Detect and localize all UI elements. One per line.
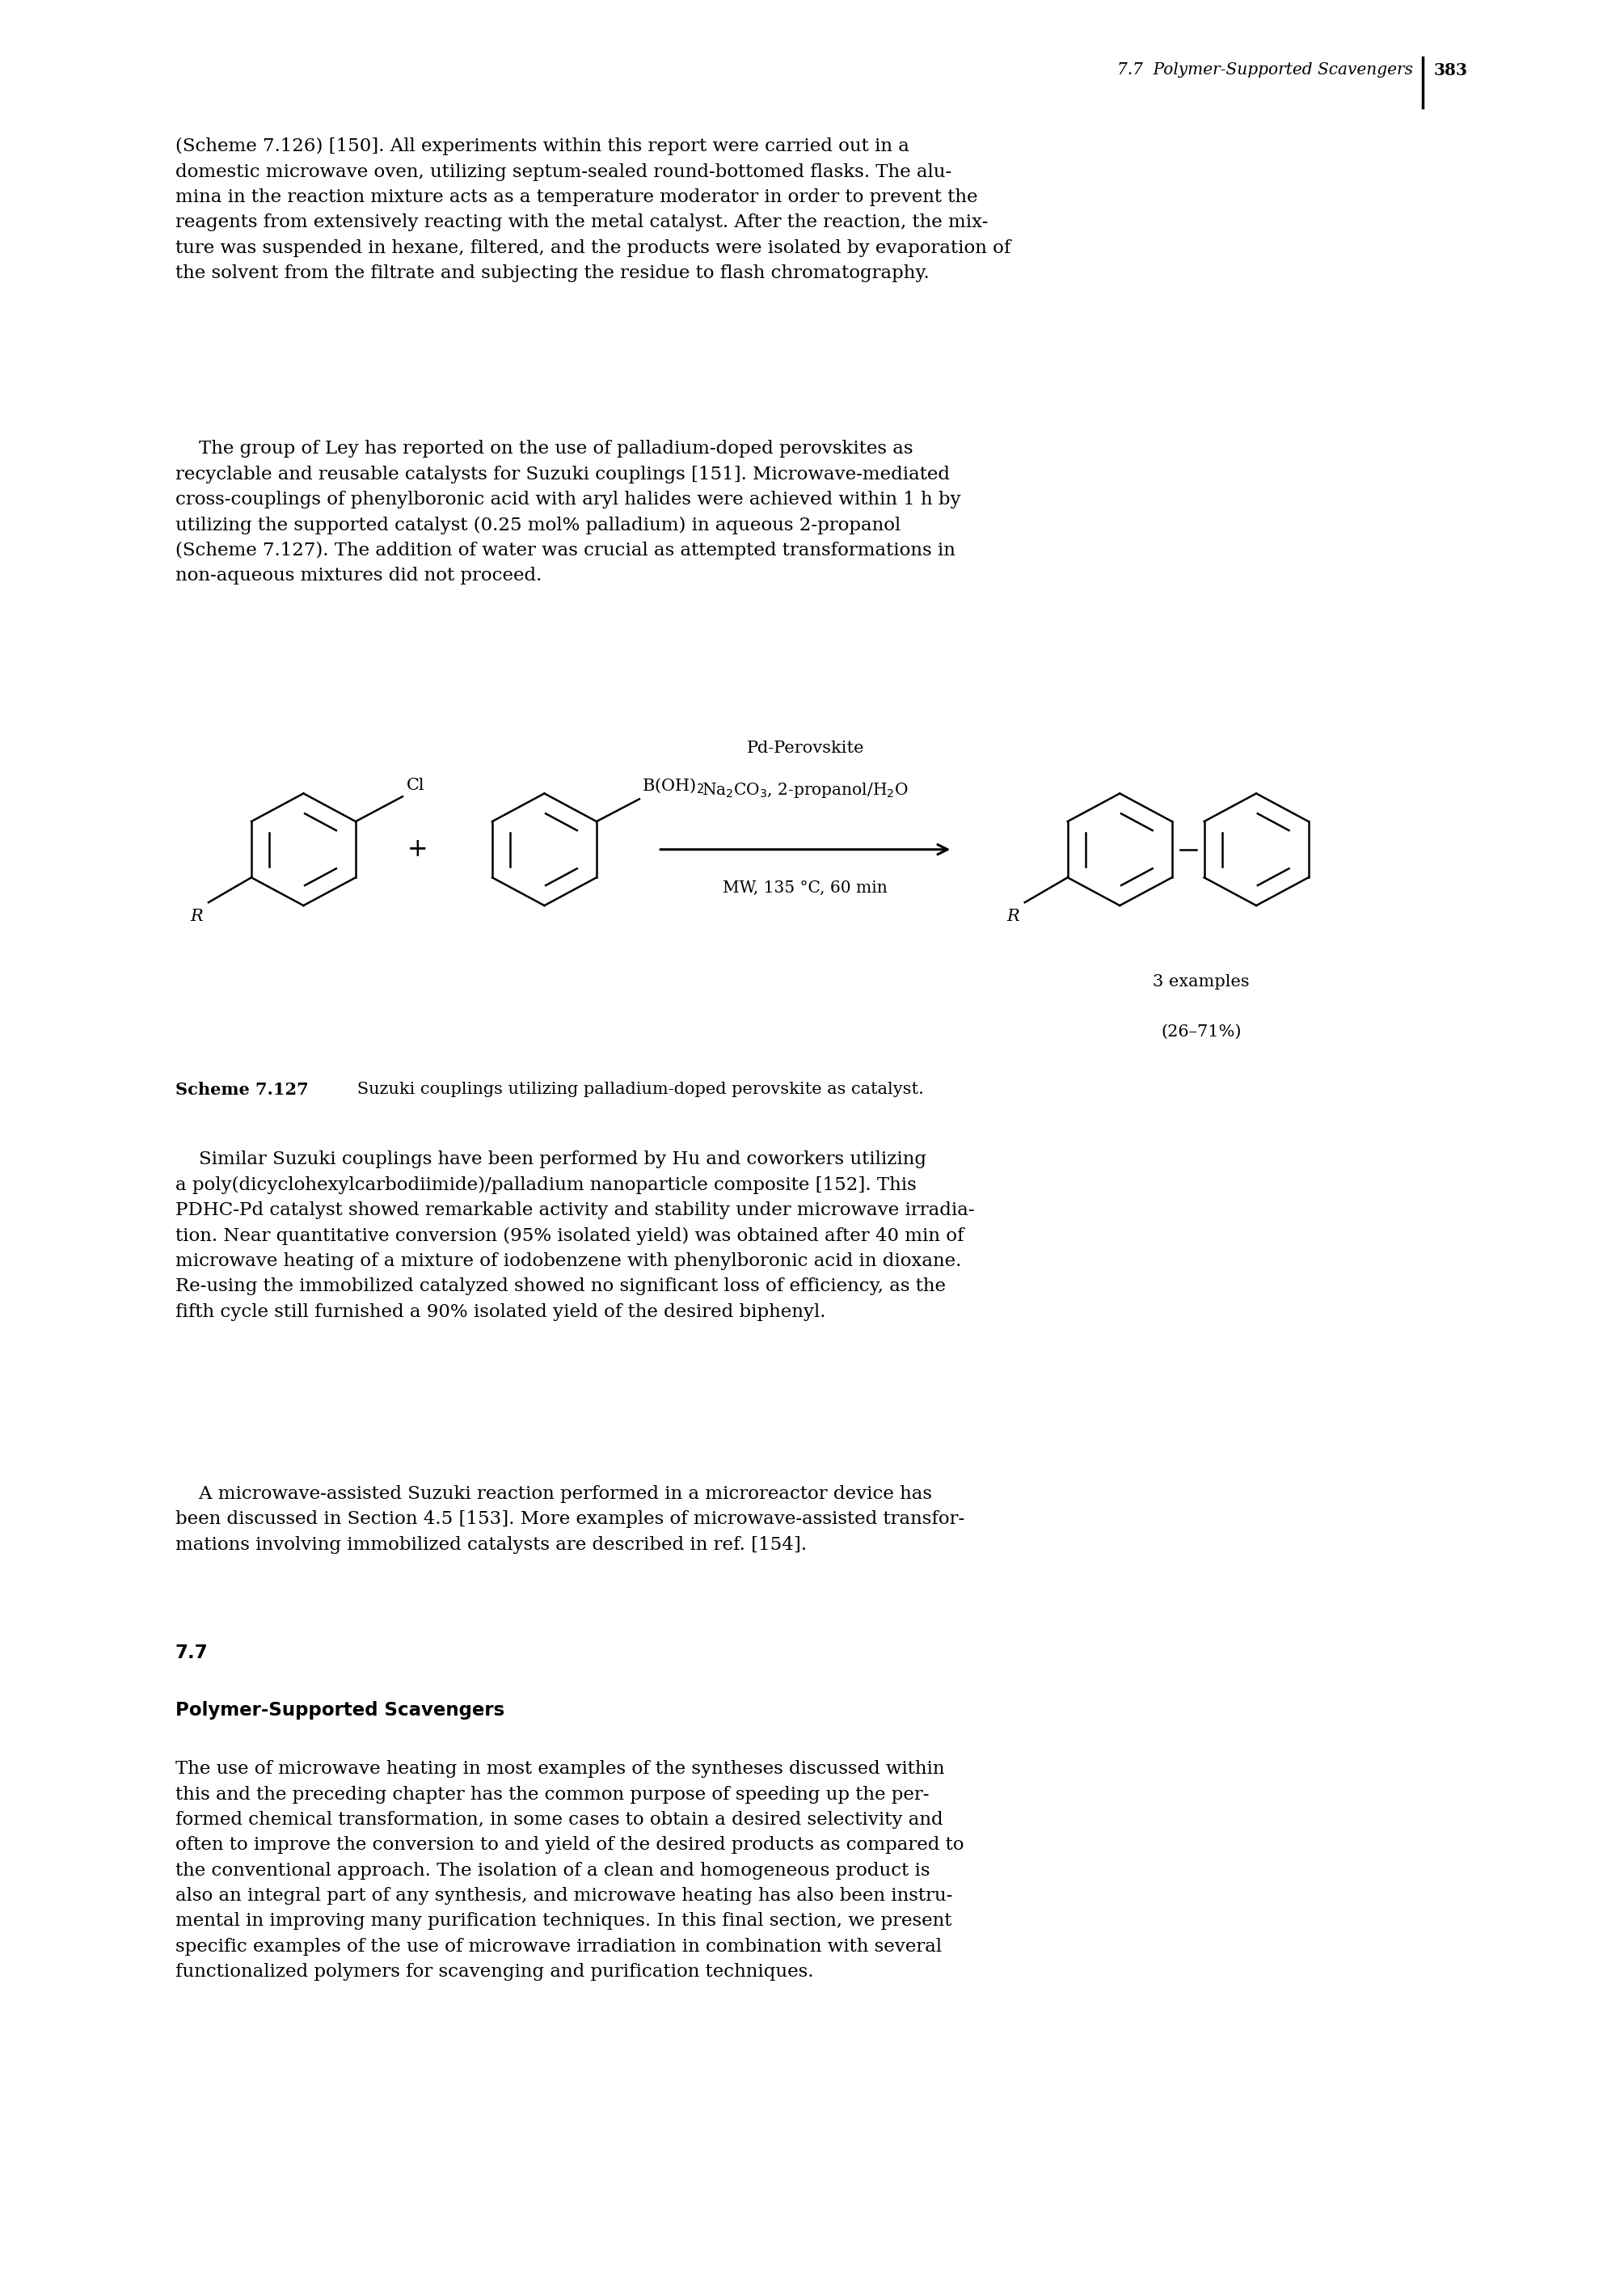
Text: Scheme 7.127: Scheme 7.127 — [175, 1082, 309, 1098]
Text: Polymer-Supported Scavengers: Polymer-Supported Scavengers — [175, 1701, 505, 1719]
Text: Suzuki couplings utilizing palladium-doped perovskite as catalyst.: Suzuki couplings utilizing palladium-dop… — [341, 1082, 924, 1098]
Text: The group of Ley has reported on the use of palladium-doped perovskites as
recyc: The group of Ley has reported on the use… — [175, 440, 961, 584]
Text: +: + — [408, 837, 427, 862]
Text: Similar Suzuki couplings have been performed by Hu and coworkers utilizing
a pol: Similar Suzuki couplings have been perfo… — [175, 1151, 974, 1320]
Text: R: R — [1007, 908, 1020, 924]
Text: 7.7: 7.7 — [175, 1643, 208, 1662]
Text: (Scheme 7.126) [150]. All experiments within this report were carried out in a
d: (Scheme 7.126) [150]. All experiments wi… — [175, 138, 1010, 282]
Text: Pd-Perovskite: Pd-Perovskite — [747, 740, 864, 756]
Text: (26–71%): (26–71%) — [1161, 1025, 1242, 1038]
Text: Cl: Cl — [406, 777, 425, 793]
Text: The use of microwave heating in most examples of the syntheses discussed within
: The use of microwave heating in most exa… — [175, 1760, 965, 1980]
Text: R: R — [190, 908, 203, 924]
Text: 383: 383 — [1434, 62, 1468, 78]
Text: B(OH)$_2$: B(OH)$_2$ — [641, 777, 705, 795]
Text: MW, 135 °C, 60 min: MW, 135 °C, 60 min — [723, 880, 888, 896]
Text: 7.7  Polymer-Supported Scavengers: 7.7 Polymer-Supported Scavengers — [1117, 62, 1413, 78]
Text: A microwave-assisted Suzuki reaction performed in a microreactor device has
been: A microwave-assisted Suzuki reaction per… — [175, 1485, 965, 1554]
Text: Na$_2$CO$_3$, 2-propanol/H$_2$O: Na$_2$CO$_3$, 2-propanol/H$_2$O — [702, 782, 909, 800]
Text: 3 examples: 3 examples — [1153, 974, 1250, 990]
